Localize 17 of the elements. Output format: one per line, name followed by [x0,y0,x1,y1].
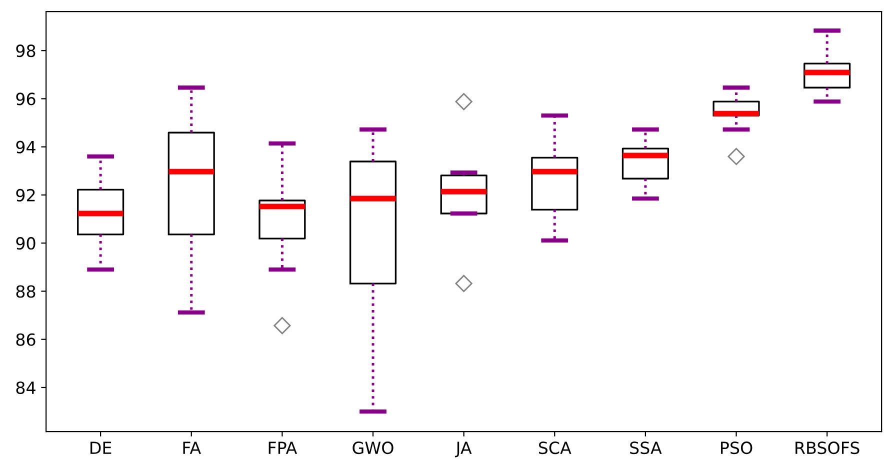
x-tick-label: RBSOFS [796,442,860,454]
x-tick-label: FA [183,442,201,454]
x-tick-label: GWO [352,442,394,454]
x-tick-label: JA [454,442,472,458]
x-tick-label: FPA [268,442,298,454]
y-tick-label: 94 [16,140,36,154]
y-tick-label: 98 [16,44,36,58]
x-tick-label: DE [90,442,112,454]
x-tick-label: PSO [721,442,752,454]
y-tick-label: 90 [16,237,36,250]
y-tick-label: 96 [16,92,36,106]
x-tick-label: SCA [538,442,572,454]
y-tick-label: 92 [16,188,35,202]
y-tick-label: 88 [16,285,36,298]
x-tick-label: SSA [630,442,662,454]
y-tick-label: 86 [16,333,36,346]
y-tick-label: 84 [16,381,36,394]
